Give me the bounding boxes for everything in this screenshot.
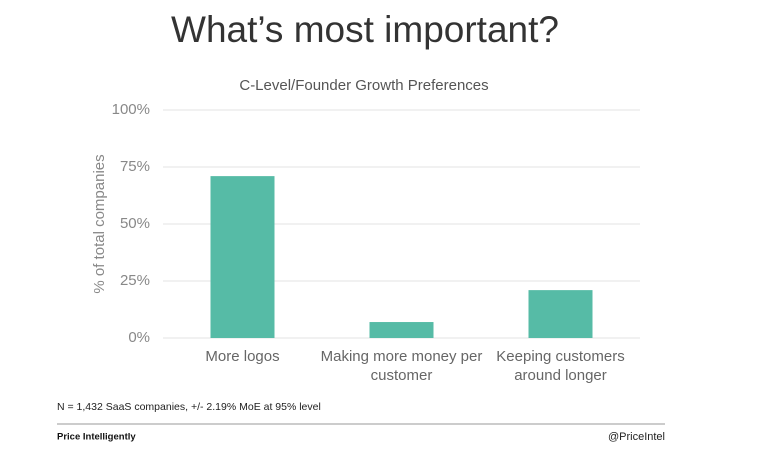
chart-subtitle: C-Level/Founder Growth Preferences	[239, 77, 488, 94]
x-tick-label: Making more money per customer	[320, 348, 483, 384]
brand: Price Intelligently	[57, 432, 136, 443]
y-tick-label: 100%	[112, 101, 150, 118]
y-tick-label: 25%	[120, 272, 150, 289]
y-tick-label: 50%	[120, 215, 150, 232]
x-tick-label: Keeping customers around longer	[496, 348, 625, 384]
y-axis-label: % of total companies	[91, 154, 108, 293]
bar	[210, 176, 275, 338]
bar	[369, 322, 434, 338]
y-tick-label: 0%	[128, 329, 150, 346]
x-tick-label: More logos	[205, 348, 280, 365]
y-tick-label: 75%	[120, 158, 150, 175]
slide-title: What’s most important?	[171, 9, 559, 50]
handle: @PriceIntel	[608, 431, 665, 443]
footnote: N = 1,432 SaaS companies, +/- 2.19% MoE …	[57, 401, 321, 413]
bar	[528, 290, 593, 338]
